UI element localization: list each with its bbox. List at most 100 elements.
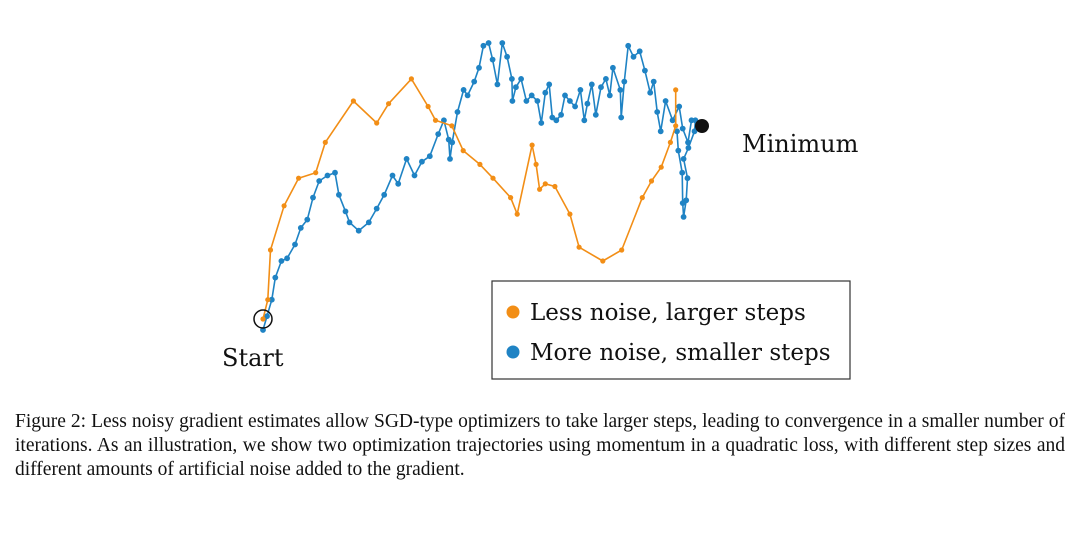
trajectory-point-less-noise xyxy=(542,181,548,187)
trajectory-point-more-noise xyxy=(316,178,323,184)
trajectory-point-more-noise xyxy=(494,81,501,88)
trajectory-point-more-noise xyxy=(558,111,564,118)
trajectory-point-more-noise xyxy=(636,48,643,55)
trajectory-point-more-noise xyxy=(680,214,687,220)
trajectory-point-less-noise xyxy=(490,175,496,181)
trajectory-point-more-noise xyxy=(509,98,516,104)
trajectory-point-less-noise xyxy=(658,164,664,170)
trajectory-point-more-noise xyxy=(679,200,686,207)
trajectory-point-less-noise xyxy=(350,98,356,104)
trajectory-point-more-noise xyxy=(674,128,680,135)
trajectory-point-more-noise xyxy=(464,92,471,99)
trajectory-point-less-noise xyxy=(673,87,679,93)
trajectory-point-more-noise xyxy=(381,191,388,198)
figure: Start Minimum Less noise, larger steps M… xyxy=(222,40,859,380)
trajectory-point-less-noise xyxy=(322,139,328,145)
trajectory-point-more-noise xyxy=(630,53,637,60)
trajectory-point-more-noise xyxy=(518,76,524,82)
trajectory-point-more-noise xyxy=(395,180,402,187)
trajectory-point-more-noise xyxy=(449,139,456,146)
trajectory-point-more-noise xyxy=(476,64,482,71)
trajectory-point-more-noise xyxy=(342,208,349,215)
legend-marker-less-noise xyxy=(506,305,520,319)
start-marker xyxy=(253,309,273,329)
trajectory-point-more-noise xyxy=(403,156,410,162)
trajectory-point-more-noise xyxy=(621,78,628,85)
trajectory-point-more-noise xyxy=(460,87,467,93)
trajectory-point-more-noise xyxy=(662,98,669,104)
legend-label-less-noise: Less noise, larger steps xyxy=(530,300,806,326)
trajectory-point-more-noise xyxy=(389,172,396,179)
trajectory-point-more-noise xyxy=(264,313,270,320)
trajectory-point-more-noise xyxy=(685,145,692,151)
trajectory-point-more-noise xyxy=(284,255,290,262)
trajectory-point-more-noise xyxy=(584,100,591,107)
trajectory-point-more-noise xyxy=(567,98,573,104)
trajectory-point-more-noise xyxy=(610,64,616,71)
trajectory-point-more-noise xyxy=(685,139,691,146)
trajectory-point-more-noise xyxy=(588,81,595,88)
trajectory-point-more-noise xyxy=(679,169,686,176)
trajectory-point-more-noise xyxy=(542,89,549,96)
trajectory-point-less-noise xyxy=(296,175,302,181)
trajectory-point-more-noise xyxy=(504,53,510,60)
minimum-marker xyxy=(695,119,709,133)
trajectory-point-more-noise xyxy=(680,156,687,162)
trajectory-point-less-noise xyxy=(533,161,539,167)
trajectory-point-more-noise xyxy=(553,117,560,124)
trajectory-point-less-noise xyxy=(576,244,582,250)
trajectory-point-more-noise xyxy=(592,111,599,118)
series-more-noise xyxy=(260,40,699,333)
trajectory-point-less-noise xyxy=(313,170,319,176)
trajectory-point-more-noise xyxy=(435,131,442,138)
trajectory-point-more-noise xyxy=(454,109,461,115)
trajectory-point-more-noise xyxy=(355,227,362,234)
trajectory-point-more-noise xyxy=(581,117,588,124)
trajectory-point-more-noise xyxy=(562,92,568,99)
trajectory-point-less-noise xyxy=(648,178,655,184)
trajectory-point-more-noise xyxy=(617,87,624,93)
trajectory-point-more-noise xyxy=(426,153,433,160)
trajectory-point-more-noise xyxy=(647,89,654,96)
trajectory-point-more-noise xyxy=(669,117,676,124)
trajectory-point-more-noise xyxy=(324,172,331,179)
trajectory-point-more-noise xyxy=(336,191,342,198)
trajectory-point-more-noise xyxy=(538,120,545,126)
trajectory-point-more-noise xyxy=(577,87,584,93)
trajectory-line-less-noise xyxy=(262,78,677,320)
trajectory-point-less-noise xyxy=(281,203,287,209)
trajectory-point-more-noise xyxy=(598,84,604,91)
trajectory-point-more-noise xyxy=(606,92,613,99)
trajectory-point-more-noise xyxy=(419,158,425,165)
trajectory-point-more-noise xyxy=(513,84,519,91)
trajectory-point-more-noise xyxy=(642,67,648,74)
trajectory-point-more-noise xyxy=(657,128,664,135)
trajectory-point-less-noise xyxy=(667,139,674,145)
trajectory-point-more-noise xyxy=(471,78,478,85)
trajectory-point-less-noise xyxy=(260,316,266,322)
trajectory-point-more-noise xyxy=(489,56,496,63)
trajectory-point-more-noise xyxy=(675,147,682,154)
trajectory-point-more-noise xyxy=(297,225,304,231)
legend-marker-more-noise xyxy=(506,345,520,359)
trajectory-plot: Start Minimum Less noise, larger steps M… xyxy=(222,40,859,380)
trajectory-point-more-noise xyxy=(272,274,279,281)
trajectory-point-more-noise xyxy=(603,76,609,82)
trajectory-point-less-noise xyxy=(567,211,573,217)
trajectory-point-less-noise xyxy=(537,186,543,192)
trajectory-point-less-noise xyxy=(600,258,606,264)
trajectory-point-less-noise xyxy=(425,103,431,110)
minimum-label: Minimum xyxy=(742,130,859,158)
trajectory-point-more-noise xyxy=(528,92,535,99)
trajectory-point-less-noise xyxy=(267,247,274,253)
trajectory-point-more-noise xyxy=(346,219,353,226)
trajectory-point-less-noise xyxy=(477,161,483,167)
start-label: Start xyxy=(222,344,284,372)
legend: Less noise, larger steps More noise, sma… xyxy=(491,280,851,380)
legend-box xyxy=(491,280,851,380)
trajectory-point-more-noise xyxy=(572,103,578,110)
trajectory-point-more-noise xyxy=(625,42,632,49)
trajectory-point-more-noise xyxy=(373,205,380,212)
series-less-noise xyxy=(260,76,679,322)
trajectory-point-less-noise xyxy=(639,195,645,201)
